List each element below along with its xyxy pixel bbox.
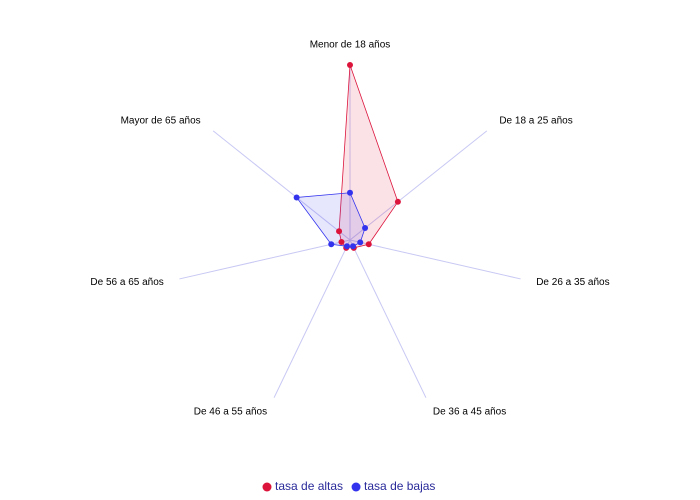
axis-label: Mayor de 65 años [121, 116, 201, 127]
data-point [328, 241, 335, 248]
data-point [293, 194, 300, 201]
legend-label: tasa de bajas [364, 479, 435, 493]
legend-item[interactable]: tasa de altas [262, 479, 344, 493]
axis-label: De 56 a 65 años [90, 277, 163, 288]
data-point [350, 243, 357, 250]
data-point [347, 62, 353, 68]
axis-line [212, 130, 351, 241]
data-point [394, 198, 401, 205]
axis-line [349, 239, 427, 398]
axis-line [179, 239, 351, 280]
axis-label: De 36 a 45 años [433, 407, 506, 418]
data-point [362, 224, 369, 231]
legend-item[interactable]: tasa de bajas [351, 479, 436, 493]
legend-marker [351, 482, 361, 492]
data-point [338, 238, 345, 245]
data-point [336, 228, 343, 235]
axis-line [273, 239, 351, 398]
legend-marker [262, 482, 272, 492]
legend-label: tasa de altas [275, 479, 343, 493]
axis-label: De 26 a 35 años [536, 277, 609, 288]
data-point [343, 243, 350, 250]
axis-line [349, 239, 521, 280]
legend: tasa de altas tasa de bajas [262, 479, 436, 493]
axis-label: De 46 a 55 años [194, 407, 267, 418]
data-point [357, 239, 364, 246]
data-point [365, 241, 372, 248]
axis-label: De 18 a 25 años [499, 116, 572, 127]
axis-line [349, 130, 488, 241]
axis-label: Menor de 18 años [310, 40, 391, 51]
data-point [347, 189, 353, 196]
